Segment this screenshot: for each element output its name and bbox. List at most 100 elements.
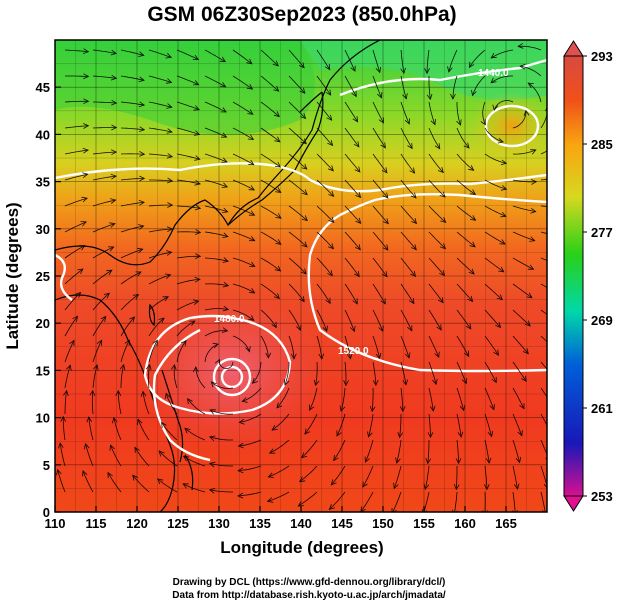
streamline-arrow-211	[369, 405, 376, 413]
streamline-arrow-23	[110, 173, 117, 180]
streamline-arrow-103	[192, 366, 199, 373]
streamline-arrow-66	[152, 339, 158, 346]
streamline-0	[64, 49, 89, 53]
x-axis-label: Longitude (degrees)	[220, 538, 383, 557]
streamline-254	[456, 102, 461, 126]
streamline-5	[64, 173, 88, 181]
streamline-arrow-280	[495, 321, 502, 329]
streamline-24	[92, 199, 116, 207]
streamline-arrow-317	[553, 347, 558, 352]
streamline-154	[288, 309, 301, 331]
streamline-arrow-137	[265, 352, 272, 359]
streamline-101	[204, 330, 228, 337]
streamline-arrow-48	[124, 339, 130, 346]
streamline-arrow-118	[248, 315, 255, 321]
streamline-arrow-60	[167, 202, 174, 208]
streamline-164	[316, 101, 333, 121]
streamline-arrow-69	[137, 418, 143, 425]
streamline-66	[148, 340, 158, 363]
streamline-arrow-166	[327, 165, 334, 172]
streamline-arrow-240	[440, 217, 447, 223]
x-tick-label: 165	[495, 516, 517, 531]
streamline-arrow-132	[275, 213, 282, 219]
streamline-arrow-125	[208, 488, 216, 494]
streamline-304	[512, 465, 518, 490]
streamline-208	[372, 309, 384, 332]
streamline-arrow-92	[220, 107, 227, 113]
streamline-arrow-222	[411, 217, 418, 225]
streamline-arrow-75	[193, 130, 201, 136]
streamline-arrow-124	[208, 461, 216, 468]
streamline-255	[456, 127, 470, 149]
streamline-190	[344, 309, 355, 332]
streamline-arrow-135	[273, 293, 280, 300]
contour-1480-vortex	[143, 314, 292, 415]
streamline-42	[120, 201, 145, 207]
colorbar-tick-label: 269	[591, 313, 613, 328]
streamline-138	[252, 361, 262, 384]
streamline-22	[92, 151, 117, 155]
streamline-arrow-250	[423, 483, 430, 490]
streamline-256	[456, 153, 474, 171]
streamline-175	[309, 387, 318, 411]
streamline-arrow-77	[194, 179, 201, 186]
streamline-218	[400, 101, 410, 125]
streamline-arrow-106	[182, 455, 190, 462]
streamline-arrow-212	[367, 431, 373, 438]
streamline-46	[120, 294, 139, 311]
streamline-arrow-41	[139, 175, 146, 182]
streamline-28	[92, 292, 110, 311]
streamline-arrow-298	[524, 320, 531, 327]
streamline-arrow-99	[222, 281, 230, 288]
streamline-10	[64, 292, 81, 311]
contour-west-edge	[55, 253, 73, 301]
streamline-57	[148, 127, 173, 133]
streamline-119	[232, 335, 250, 352]
streamline-166	[316, 153, 334, 172]
streamline-265	[456, 387, 465, 411]
x-tick-label: 155	[413, 516, 435, 531]
streamline-arrow-6	[81, 196, 88, 203]
streamline-68	[142, 391, 150, 415]
streamline-arrow-80	[195, 253, 202, 259]
streamline-arrow-264	[461, 377, 468, 385]
y-axis-ticks: 0 5 10 15 20 25 30 35 40 45	[36, 80, 61, 520]
streamline-65	[148, 317, 165, 337]
streamline-arrow-234	[424, 68, 430, 75]
streamline-133	[260, 231, 282, 245]
streamline-arrow-181	[351, 90, 357, 98]
streamline-241	[428, 231, 446, 249]
streamline-arrow-111	[247, 134, 255, 140]
streamline-arrow-27	[106, 269, 113, 276]
streamline-arrow-190	[350, 325, 356, 333]
streamline-299	[512, 335, 529, 354]
streamline-arrow-151	[301, 241, 308, 248]
contour-1440	[339, 58, 547, 97]
streamline-arrow-282	[491, 376, 497, 384]
streamline-51	[113, 417, 122, 441]
streamline-194	[336, 413, 346, 437]
streamline-45	[120, 271, 142, 285]
streamline-arrow-12	[69, 339, 75, 346]
streamline-arrow-84	[180, 340, 187, 347]
streamline-arrow-285	[485, 457, 492, 464]
streamline-arrow-55	[165, 78, 173, 84]
streamline-arrow-127	[273, 85, 280, 92]
streamline-242	[428, 257, 445, 276]
streamline-arrow-13	[66, 364, 72, 371]
streamline-314	[540, 257, 547, 261]
streamline-arrow-245	[434, 351, 440, 359]
streamline-arrow-199	[377, 92, 383, 99]
streamline-249	[427, 440, 430, 464]
streamline-161	[267, 491, 290, 502]
streamline-31	[92, 364, 98, 389]
streamline-44	[120, 248, 143, 259]
streamline-54	[148, 49, 172, 58]
streamline-arrow-83	[189, 320, 196, 326]
streamline-259	[456, 231, 476, 248]
contour-label-1480: 1480.0	[214, 314, 245, 325]
streamline-88	[158, 450, 178, 467]
streamline-197	[329, 491, 346, 510]
streamline-282	[484, 361, 497, 383]
streamline-91	[204, 75, 226, 88]
